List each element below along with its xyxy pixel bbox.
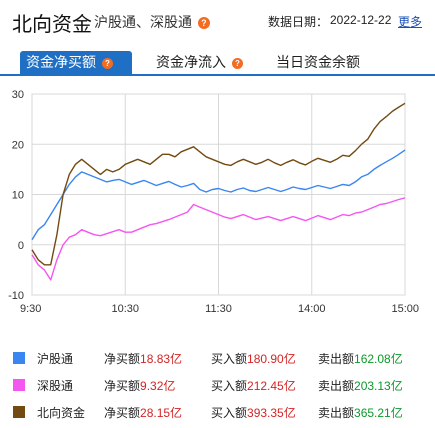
metric-value: 18.83亿 [140, 352, 183, 366]
y-axis-ticks: -10 0 10 20 30 [8, 89, 24, 302]
help-icon[interactable]: ? [197, 17, 210, 30]
tab-label: 当日资金余额 [276, 54, 360, 70]
series-line-3 [31, 102, 406, 266]
subtitle-text: 沪股通、深股通 [94, 14, 192, 30]
x-tick-label: 15:00 [391, 303, 419, 315]
y-tick-label: -10 [8, 290, 24, 302]
series-line-1 [31, 149, 406, 241]
metric-label: 净买额 [104, 406, 141, 420]
help-icon[interactable]: ? [101, 57, 113, 69]
legend-swatch [13, 406, 25, 418]
series-name: 北向资金 [37, 406, 86, 420]
metric-label: 净买额 [104, 352, 141, 366]
metric-label: 买入额 [211, 406, 248, 420]
legend-row-sz: 深股通 净买额9.32亿 买入额212.45亿 卖出额203.13亿 [0, 375, 435, 399]
header: 北向资金 沪股通、深股通 ? 数据日期： 2022-12-22 更多 [0, 0, 435, 40]
net-buy: 净买额28.15亿 [104, 404, 182, 421]
chart-grid [31, 93, 406, 296]
sell-amount: 卖出额365.21亿 [318, 404, 403, 421]
chart-series [31, 102, 406, 281]
y-tick-label: 30 [12, 89, 24, 101]
tab-bar: 资金净买额 ? 资金净流入 ? 当日资金余额 [0, 48, 435, 76]
metric-value: 9.32亿 [140, 379, 176, 393]
metric-value: 203.13亿 [354, 379, 403, 393]
legend-swatch [13, 379, 25, 391]
metric-value: 180.90亿 [247, 352, 296, 366]
metric-value: 212.45亿 [247, 379, 296, 393]
x-tick-label: 11:30 [205, 303, 232, 315]
metric-label: 买入额 [211, 352, 248, 366]
metric-label: 卖出额 [318, 379, 355, 393]
sell-amount: 卖出额203.13亿 [318, 377, 403, 394]
tab-net-buy[interactable]: 资金净买额 ? [20, 51, 132, 75]
metric-label: 净买额 [104, 379, 141, 393]
series-line-2 [31, 197, 406, 281]
date-value: 2022-12-22 [330, 13, 392, 27]
x-tick-label: 14:00 [298, 303, 326, 315]
x-tick-label: 9:30 [20, 303, 41, 315]
tab-label: 资金净买额 [26, 54, 96, 70]
legend-row-sh: 沪股通 净买额18.83亿 买入额180.90亿 卖出额162.08亿 [0, 348, 435, 372]
tab-label: 资金净流入 [156, 54, 226, 70]
northbound-chart: -10 0 10 20 30 9:30 10:30 11:30 14:00 15:00 [8, 89, 419, 315]
x-axis-ticks: 9:30 10:30 11:30 14:00 15:00 [20, 303, 419, 315]
series-name: 沪股通 [37, 352, 74, 366]
tab-daily-balance[interactable]: 当日资金余额 [270, 51, 378, 75]
net-buy: 净买额9.32亿 [104, 377, 175, 394]
date-label: 数据日期： [268, 15, 329, 29]
metric-value: 28.15亿 [140, 406, 183, 420]
net-buy: 净买额18.83亿 [104, 350, 182, 367]
x-tick-label: 10:30 [111, 303, 139, 315]
metric-label: 卖出额 [318, 406, 355, 420]
more-link[interactable]: 更多 [398, 15, 423, 29]
page-title: 北向资金 [12, 14, 92, 36]
help-icon[interactable]: ? [231, 57, 243, 69]
metric-value: 393.35亿 [247, 406, 296, 420]
subtitle: 沪股通、深股通 ? [94, 12, 210, 32]
legend-row-north: 北向资金 净买额28.15亿 买入额393.35亿 卖出额365.21亿 [0, 402, 435, 426]
series-name: 深股通 [37, 379, 74, 393]
buy-amount: 买入额180.90亿 [211, 350, 296, 367]
metric-label: 卖出额 [318, 352, 355, 366]
buy-amount: 买入额212.45亿 [211, 377, 296, 394]
y-tick-label: 10 [12, 190, 24, 202]
y-tick-label: 20 [12, 139, 24, 151]
metric-label: 买入额 [211, 379, 248, 393]
y-tick-label: 0 [18, 240, 24, 252]
sell-amount: 卖出额162.08亿 [318, 350, 403, 367]
metric-value: 162.08亿 [354, 352, 403, 366]
buy-amount: 买入额393.35亿 [211, 404, 296, 421]
metric-value: 365.21亿 [354, 406, 403, 420]
legend-swatch [13, 352, 25, 364]
tab-net-inflow[interactable]: 资金净流入 ? [150, 51, 258, 75]
